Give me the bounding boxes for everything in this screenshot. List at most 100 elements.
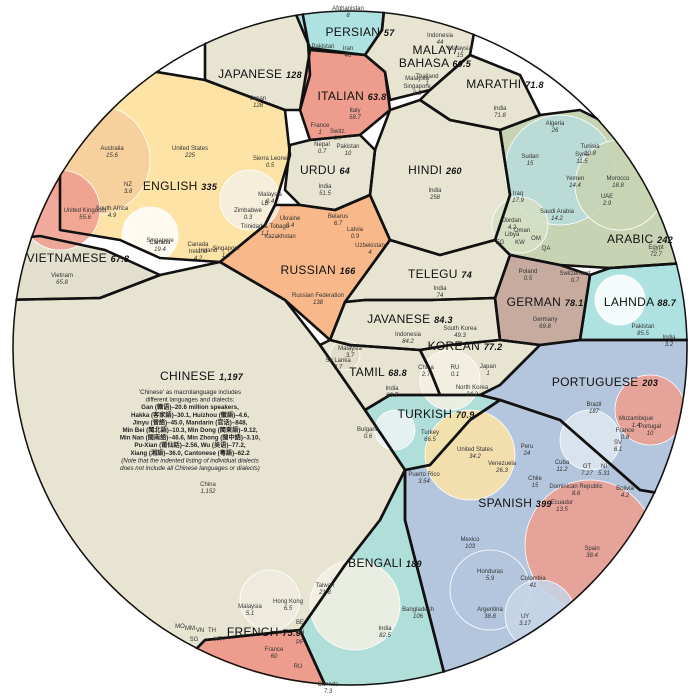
language-name: JAPANESE <box>218 67 286 81</box>
country-label: GT7.27 <box>581 464 593 477</box>
language-label: SPANISH 399 <box>478 496 551 510</box>
small-country-label: RU <box>294 664 303 670</box>
country-name: Singapore <box>403 84 431 90</box>
language-value: 68.8 <box>388 368 407 378</box>
country-name: Pakistan <box>336 144 359 150</box>
country-value: 8.6 <box>572 491 581 497</box>
country-name: Bangladesh <box>402 607 434 613</box>
region-vietnamese <box>12 236 160 300</box>
country-value: 5.9 <box>486 576 495 582</box>
border-japanese <box>203 10 312 112</box>
country-name: Portugal <box>639 424 661 430</box>
country-value: 82.5 <box>379 633 391 639</box>
chinese-note-line: Min Bei (閩北語)–10.3, Min Dong (閩東語)–9.12, <box>122 426 257 434</box>
country-name: India <box>493 106 507 112</box>
country-value: 1 <box>318 130 321 136</box>
language-name: LAHNDA <box>604 295 657 309</box>
country-name: Jordan <box>503 218 521 224</box>
chinese-note-line: Gan (赣语)–20.6 million speakers, <box>141 403 239 411</box>
country-value: 38.4 <box>586 553 598 559</box>
country-name: Pakistan <box>311 44 334 50</box>
small-country-label: MM <box>185 626 195 632</box>
country-label: RU0.1 <box>451 365 460 378</box>
small-country-label: PF <box>296 640 304 646</box>
country-name: India <box>318 184 332 190</box>
country-name: SV <box>614 440 622 446</box>
country-name: Australia <box>100 146 124 152</box>
small-country-label: Malaysia <box>405 76 429 82</box>
country-name: Spain <box>584 546 599 552</box>
small-country-label: Libya <box>505 232 520 238</box>
country-value: 5.1 <box>246 611 254 617</box>
small-country-label: Oman <box>514 228 530 234</box>
country-name: Sudan <box>521 154 538 160</box>
country-name: Indonesia <box>395 332 422 338</box>
language-name: BAHASA <box>399 56 452 70</box>
language-name: ARABIC <box>607 232 657 246</box>
small-country-label: TH <box>208 628 216 634</box>
language-value: 203 <box>641 378 658 388</box>
country-name: UY <box>521 614 529 620</box>
country-name: China <box>200 482 216 488</box>
country-value: 4.2 <box>194 256 203 262</box>
country-name: Brazil <box>586 402 601 408</box>
country-value: 1 <box>486 371 489 377</box>
language-value: 60.5 <box>452 59 471 69</box>
country-value: 5.31 <box>598 471 610 477</box>
country-label: Kazakhstan <box>264 234 295 240</box>
country-name: Cuba <box>555 460 570 466</box>
country-value: 38.8 <box>484 614 496 620</box>
country-name: Bulgaria <box>357 427 380 433</box>
country-value: 44 <box>437 40 444 46</box>
outer-circle <box>12 10 688 686</box>
chinese-note-line: 'Chinese' as macrolanguage includes <box>139 389 241 396</box>
country-value: 58.7 <box>349 115 361 121</box>
country-name: Afghanistan <box>332 6 364 12</box>
border-vietnamese <box>12 234 162 302</box>
country-name: Malaysia <box>338 346 362 352</box>
country-name: Peru <box>521 444 534 450</box>
country-value: 11.2 <box>556 467 568 473</box>
region-javanese <box>330 298 500 350</box>
country-name: Dominican Republic <box>549 484 602 490</box>
language-name: ENGLISH <box>143 179 201 193</box>
country-value: 55.6 <box>79 215 91 221</box>
language-label: ENGLISH 335 <box>143 179 218 193</box>
country-name: Malaysia <box>448 46 472 52</box>
country-value: 187 <box>589 409 600 415</box>
country-value: 11.5 <box>576 159 588 165</box>
country-value: 1,152 <box>200 489 216 495</box>
language-name: CHINESE <box>160 369 219 383</box>
chinese-note-line: different languages and dialects: <box>146 397 235 404</box>
country-value: 66.5 <box>424 437 436 443</box>
language-label: ITALIAN 63.8 <box>318 89 387 103</box>
country-value: 3.54 <box>418 479 430 485</box>
country-value: 7.3 <box>324 689 333 695</box>
country-label: Pakistan <box>311 44 334 50</box>
language-name: GERMAN <box>507 295 565 309</box>
region-persian <box>290 10 385 55</box>
country-value: 0.1 <box>451 372 459 378</box>
country-name: Ecuador <box>551 500 573 506</box>
country-name: China <box>418 365 434 371</box>
language-value: 335 <box>201 182 218 192</box>
